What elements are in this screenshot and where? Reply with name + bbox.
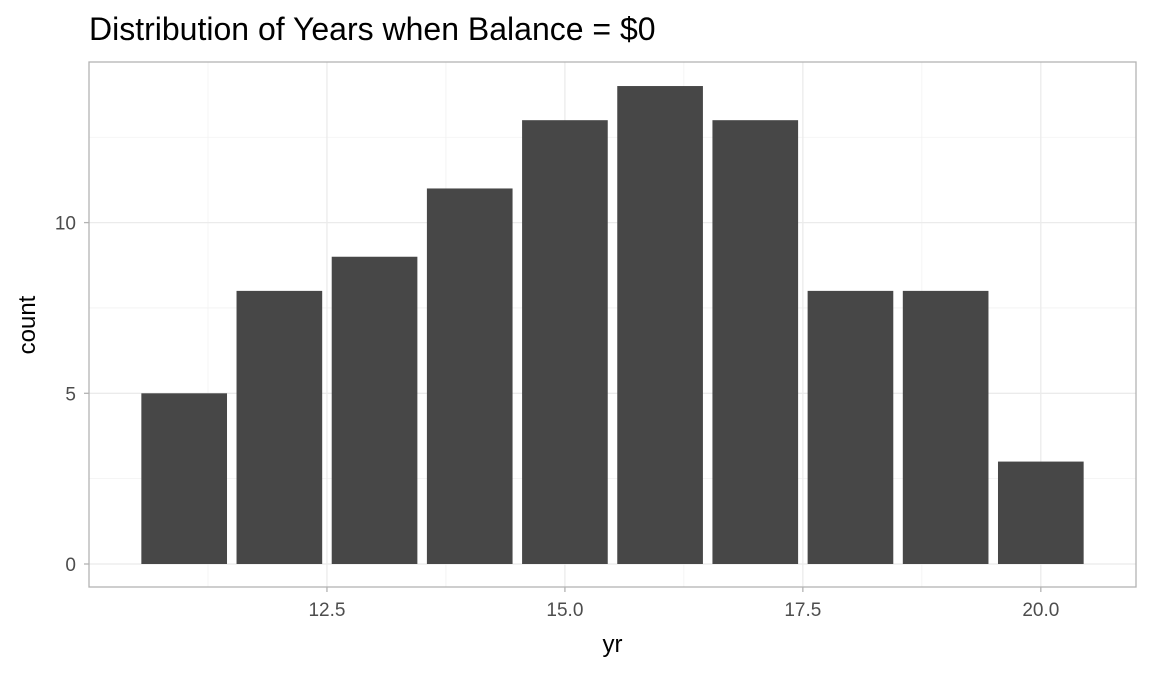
- x-tick-label: 20.0: [1022, 600, 1059, 621]
- bar: [522, 120, 608, 565]
- bar: [902, 290, 989, 564]
- x-axis-title: yr: [603, 631, 623, 658]
- bar: [617, 86, 703, 564]
- chart-title: Distribution of Years when Balance = $0: [89, 11, 656, 47]
- axis-ticks: [84, 221, 1042, 592]
- bar: [997, 461, 1084, 564]
- x-tick-label: 17.5: [784, 600, 821, 621]
- y-tick-label: 0: [65, 555, 76, 576]
- tick-labels: 12.5 15.0 17.5 20.0 0 5 10: [55, 214, 1059, 621]
- bar: [426, 188, 513, 564]
- bar: [807, 290, 894, 564]
- y-axis-title: count: [14, 295, 41, 354]
- bar: [236, 290, 323, 564]
- bars: [141, 86, 1084, 565]
- x-tick-label: 12.5: [308, 600, 345, 621]
- y-tick-label: 10: [55, 214, 76, 235]
- panel-border: [88, 61, 1137, 588]
- bar: [712, 120, 799, 565]
- bar: [331, 256, 418, 564]
- bar: [141, 393, 228, 564]
- x-tick-label: 15.0: [546, 600, 583, 621]
- y-tick-label: 5: [65, 384, 76, 405]
